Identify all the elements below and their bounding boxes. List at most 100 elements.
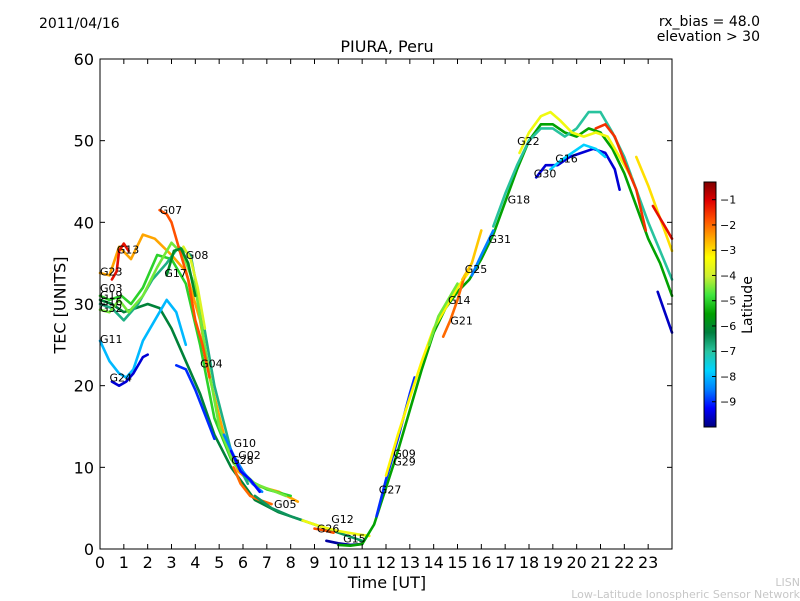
watermark-long: Low-Latitude Ionospheric Sensor Network xyxy=(571,588,800,601)
x-tick-label: 15 xyxy=(447,553,467,572)
rx-bias-label: rx_bias = 48.0 xyxy=(658,14,760,30)
x-tick-label: 21 xyxy=(590,553,610,572)
y-tick-label: 30 xyxy=(74,295,94,314)
colorbar-tick-label: −4 xyxy=(720,269,736,282)
satellite-label: G07 xyxy=(160,204,183,217)
x-tick-label: 23 xyxy=(638,553,658,572)
x-tick-label: 2 xyxy=(143,553,153,572)
satellite-label: G16 xyxy=(555,153,578,166)
x-tick-label: 14 xyxy=(423,553,443,572)
satellite-label: G21 xyxy=(450,314,473,327)
satellite-label: G26 xyxy=(317,523,340,536)
series-line-g18 xyxy=(492,110,674,281)
y-tick-label: 20 xyxy=(74,377,94,396)
annotation-layer: G23G13G03G19G16G32G11G24G07G08G17G04G10G… xyxy=(100,135,578,546)
colorbar-tick-label: −7 xyxy=(720,345,736,358)
colorbar-tick-label: −2 xyxy=(720,219,736,232)
series-line-g02 xyxy=(229,449,261,494)
satellite-label: G24 xyxy=(110,372,133,385)
series-line-g07 xyxy=(158,208,211,379)
series-line-g21 xyxy=(441,274,466,338)
satellite-label: G03 xyxy=(100,282,123,295)
x-tick-label: 7 xyxy=(262,553,272,572)
satellite-label: G25 xyxy=(465,263,488,276)
satellite-label: G31 xyxy=(489,233,512,246)
satellite-label: G18 xyxy=(508,194,531,207)
x-tick-label: 18 xyxy=(519,553,539,572)
satellite-label: G10 xyxy=(234,437,257,450)
x-tick-label: 5 xyxy=(214,553,224,572)
watermark-short: LISN xyxy=(775,576,800,589)
series-line-g13 xyxy=(110,242,130,281)
series-line-g24 xyxy=(110,353,149,387)
satellite-label: G23 xyxy=(100,265,123,278)
x-tick-label: 17 xyxy=(495,553,515,572)
satellite-label: G09 xyxy=(393,448,416,461)
series-line-g31 xyxy=(470,229,495,277)
satellite-label: G12 xyxy=(331,513,354,526)
x-tick-label: 6 xyxy=(238,553,248,572)
x-tick-label: 8 xyxy=(286,553,296,572)
satellite-label: G22 xyxy=(517,135,540,148)
satellite-label: G19 xyxy=(100,289,123,302)
x-tick-label: 16 xyxy=(471,553,491,572)
series-line-g26 xyxy=(313,527,335,534)
series-line-g14 xyxy=(427,282,459,347)
series-layer xyxy=(98,110,674,547)
satellite-label: G02 xyxy=(238,449,261,462)
colorbar-tick-label: −5 xyxy=(720,295,736,308)
colorbar-tick-label: −6 xyxy=(720,320,736,333)
series-line-g22 xyxy=(518,110,633,179)
satellite-label: G13 xyxy=(117,243,140,256)
satellite-label: G11 xyxy=(100,333,123,346)
series-line-g06 xyxy=(635,155,674,253)
x-tick-label: 22 xyxy=(614,553,634,572)
x-tick-label: 19 xyxy=(543,553,563,572)
x-tick-label: 4 xyxy=(190,553,200,572)
series-line-g12 xyxy=(301,519,371,538)
date-label: 2011/04/16 xyxy=(39,16,120,32)
satellite-label: G05 xyxy=(274,498,297,511)
x-tick-label: 12 xyxy=(376,553,396,572)
series-line-g01 xyxy=(656,290,674,334)
series-line-g27 xyxy=(337,123,674,547)
colorbar xyxy=(703,181,717,428)
y-tick-label: 60 xyxy=(74,50,94,69)
x-tick-label: 10 xyxy=(328,553,348,572)
series-line-g16b xyxy=(549,143,607,171)
y-tick-label: 50 xyxy=(74,132,94,151)
series-line-g20 xyxy=(594,123,648,232)
satellite-label: G28 xyxy=(231,454,254,467)
satellite-label: G27 xyxy=(379,484,402,497)
colorbar-tick-label: −1 xyxy=(720,194,736,207)
axis-layer: 0 1 2 3 4 5 6 7 8 9 10 11 12 13 14 15 16 17 18 19 20 21 22 2301… xyxy=(74,50,672,572)
colorbar-tick-label: −9 xyxy=(720,396,736,409)
chart-title: PIURA, Peru xyxy=(340,37,434,56)
y-tick-label: 10 xyxy=(74,458,94,477)
x-tick-label: 13 xyxy=(400,553,420,572)
y-tick-label: 40 xyxy=(74,213,94,232)
satellite-label: G30 xyxy=(534,167,557,180)
series-line-g33 xyxy=(651,204,674,240)
satellite-label: G15 xyxy=(343,533,366,546)
series-line-g19 xyxy=(98,298,304,522)
elevation-label: elevation > 30 xyxy=(656,29,760,45)
series-line-g08 xyxy=(182,245,207,330)
satellite-label: G04 xyxy=(200,358,223,371)
x-tick-label: 0 xyxy=(95,553,105,572)
series-line-g25 xyxy=(461,229,483,281)
satellite-label: G16 xyxy=(100,296,123,309)
x-tick-label: 20 xyxy=(566,553,586,572)
x-tick-label: 9 xyxy=(309,553,319,572)
x-tick-label: 1 xyxy=(119,553,129,572)
satellite-label: G29 xyxy=(393,456,416,469)
satellite-label: G17 xyxy=(164,267,187,280)
x-axis-label: Time [UT] xyxy=(347,573,427,592)
satellite-label: G14 xyxy=(448,294,471,307)
series-line-g17 xyxy=(165,247,197,298)
satellite-label: G32 xyxy=(100,302,123,315)
colorbar-tick-label: −8 xyxy=(720,370,736,383)
series-line-g23 xyxy=(98,233,300,503)
x-tick-label: 3 xyxy=(166,553,176,572)
